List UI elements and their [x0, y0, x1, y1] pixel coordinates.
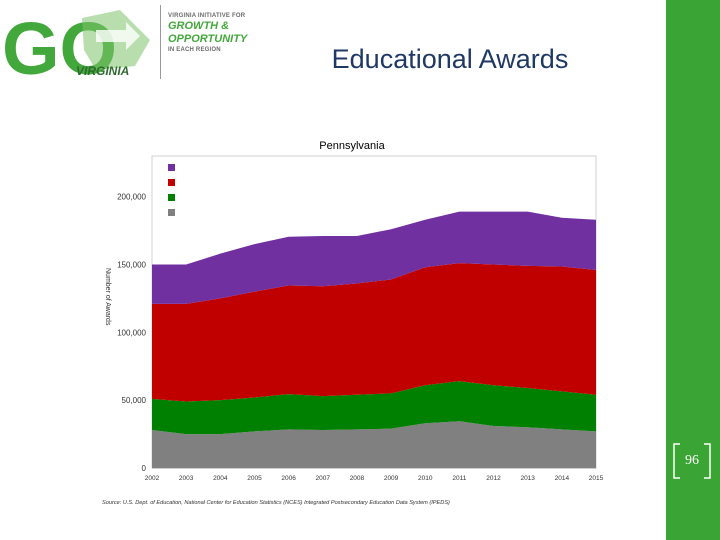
y-tick-label: 0 — [142, 464, 147, 473]
go-virginia-logo: GO VIRGINIA VIRGINIA INITIATIVE FOR GROW… — [0, 0, 260, 90]
legend-swatch — [168, 179, 175, 186]
legend-label: Certificate — [178, 207, 217, 217]
logo-line3: OPPORTUNITY — [168, 33, 248, 45]
x-tick-label: 2014 — [555, 475, 570, 482]
area-series-associate-s-degree — [152, 381, 596, 435]
logo-tagline: VIRGINIA INITIATIVE FOR GROWTH & OPPORTU… — [168, 12, 268, 54]
logo-virginia: VIRGINIA — [76, 64, 130, 78]
go-logo-graphic: GO — [2, 7, 150, 90]
y-tick-label: 100,000 — [117, 328, 146, 337]
x-tick-label: 2009 — [384, 475, 399, 482]
y-axis-label: Number of Awards — [104, 268, 111, 326]
x-tick-label: 2012 — [486, 475, 501, 482]
logo-line1: VIRGINIA INITIATIVE FOR — [168, 13, 246, 19]
chart-source-note: Source: U.S. Dept. of Education, Nationa… — [102, 500, 450, 506]
slide-title: Educational Awards — [331, 44, 569, 74]
y-tick-label: 50,000 — [122, 396, 147, 405]
stacked-area-chart: Pennsylvania 0 50,000 100,000 150,000 200,00… — [98, 134, 606, 512]
area-series-certificate — [152, 421, 596, 468]
legend-swatch — [168, 194, 175, 201]
y-tick-label: 200,000 — [117, 193, 146, 202]
x-tick-label: 2011 — [452, 475, 466, 482]
legend-swatch — [168, 209, 175, 216]
x-tick-label: 2010 — [418, 475, 433, 482]
y-tick-label: 150,000 — [117, 261, 146, 270]
page-number: 96 — [685, 453, 699, 468]
area-series-bachelor-s-degree — [152, 263, 596, 402]
legend-swatch — [168, 164, 175, 171]
logo-divider — [160, 5, 161, 79]
x-tick-label: 2004 — [213, 475, 228, 482]
logo-line4: IN EACH REGION — [168, 47, 221, 53]
page-number-bracket — [673, 443, 711, 479]
chart-title: Pennsylvania — [319, 140, 385, 152]
x-tick-label: 2015 — [589, 475, 604, 482]
side-green-bar — [666, 0, 720, 540]
legend-label: Grad. or Prof. Degree — [178, 162, 260, 172]
legend-label: Associate's degree — [178, 192, 250, 202]
x-tick-label: 2003 — [179, 475, 194, 482]
x-tick-label: 2006 — [281, 475, 296, 482]
x-tick-label: 2002 — [145, 475, 160, 482]
area-series-grad-or-prof-degree — [152, 211, 596, 304]
x-tick-label: 2005 — [247, 475, 262, 482]
x-tick-label: 2008 — [350, 475, 365, 482]
x-tick-label: 2013 — [520, 475, 535, 482]
logo-line2: GROWTH & — [168, 20, 230, 32]
x-tick-label: 2007 — [316, 475, 331, 482]
arrow-icon — [96, 22, 140, 50]
chart-container: Pennsylvania 0 50,000 100,000 150,000 200,00… — [98, 134, 606, 512]
side-divider — [662, 0, 666, 540]
legend-label: Bachelor's degree — [178, 177, 247, 187]
